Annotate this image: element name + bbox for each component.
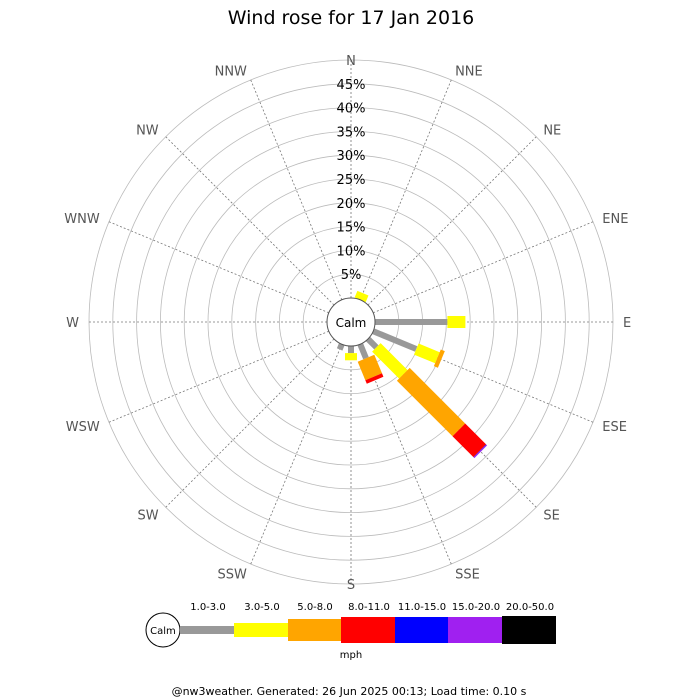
calm-circle: Calm: [326, 297, 376, 347]
petal-ese-bin-2: [433, 349, 445, 368]
dir-label-wsw: WSW: [66, 420, 100, 435]
legend-swatch-1: [234, 623, 288, 637]
dir-label-w: W: [66, 316, 79, 331]
petal-e-bin-1: [447, 316, 466, 328]
petal-s-bin-1: [345, 353, 357, 361]
petal-sse-bin-0: [357, 343, 369, 360]
legend-swatch-6: [502, 616, 556, 644]
legend-swatch-3: [341, 617, 395, 643]
petal-sse-bin-2: [357, 354, 382, 381]
pct-label-10: 10%: [337, 244, 366, 259]
pct-label-5: 5%: [341, 268, 362, 283]
dir-label-se: SE: [543, 508, 559, 523]
legend-label-5: 15.0-20.0: [452, 602, 500, 613]
pct-label-45: 45%: [337, 78, 366, 93]
legend-label-0: 1.0-3.0: [190, 602, 225, 613]
chart-title: Wind rose for 17 Jan 2016: [228, 7, 475, 29]
petal-ese-bin-1: [414, 343, 440, 364]
legend-label-2: 5.0-8.0: [297, 602, 332, 613]
petal-ese-bin-0: [372, 328, 418, 352]
legend-swatch-2: [288, 619, 341, 641]
dir-label-ne: NE: [543, 124, 561, 139]
legend-label-6: 20.0-50.0: [506, 602, 554, 613]
legend-label-1: 3.0-5.0: [244, 602, 279, 613]
petal-se-bin-0: [365, 336, 379, 350]
grid-ring-30: [183, 154, 519, 490]
radial-tick-labels: 5% 10% 15% 20% 25% 30% 35% 40% 45%: [337, 78, 366, 283]
petal-se-bin-2: [396, 367, 466, 437]
dir-label-sw: SW: [138, 508, 159, 523]
dir-label-nne: NNE: [455, 65, 483, 80]
dir-label-s: S: [347, 578, 355, 593]
petal-sse-bin-3: [365, 373, 384, 384]
grid-ring-45: [112, 83, 590, 561]
legend-swatch-4: [395, 617, 448, 643]
legend-swatch-0: [180, 626, 234, 634]
footer: @nw3weather. Generated: 26 Jun 2025 00:1…: [172, 685, 527, 698]
grid-ring-25: [207, 178, 495, 466]
grid-ring-20: [231, 202, 471, 442]
petal-s-bin-0: [348, 346, 354, 354]
wind-petals: [336, 290, 488, 459]
petal-nne-bin-1: [354, 290, 369, 303]
dir-label-n: N: [346, 54, 356, 69]
pct-label-20: 20%: [337, 197, 366, 212]
petal-se-bin-3: [452, 423, 487, 458]
dir-label-wnw: WNW: [64, 212, 100, 227]
pct-label-40: 40%: [337, 102, 366, 117]
petal-se-bin-4: [473, 444, 487, 458]
legend-calm-label: Calm: [150, 626, 176, 637]
polar-grid: [88, 59, 614, 585]
grid-ring-40: [136, 107, 566, 537]
dir-label-sse: SSE: [455, 567, 480, 582]
legend-label-4: 11.0-15.0: [398, 602, 446, 613]
direction-labels: N NNE NE ENE E ESE SE SSE S SSW SW WSW W WNW NW NNW: [64, 54, 631, 593]
legend: Calm 1.0-3.0 3.0-5.0 5.0-8.0 8.0-11.0 11.0-15…: [145, 602, 556, 661]
pct-label-25: 25%: [337, 173, 366, 188]
dir-label-nw: NW: [136, 124, 159, 139]
pct-label-15: 15%: [337, 221, 366, 236]
dir-label-nnw: NNW: [215, 65, 247, 80]
dir-label-ssw: SSW: [218, 567, 248, 582]
dir-label-ese: ESE: [602, 420, 627, 435]
petal-se-bin-5: [473, 444, 488, 459]
pct-label-35: 35%: [337, 125, 366, 140]
legend-label-3: 8.0-11.0: [348, 602, 390, 613]
petal-e-bin-0: [375, 319, 448, 325]
pct-label-30: 30%: [337, 149, 366, 164]
dir-label-e: E: [623, 316, 631, 331]
legend-unit-label: mph: [340, 650, 362, 661]
calm-label: Calm: [336, 316, 367, 330]
grid-ring-35: [159, 130, 543, 514]
dir-label-ene: ENE: [602, 212, 628, 227]
petal-se-bin-1: [372, 343, 408, 379]
legend-swatch-5: [448, 617, 502, 643]
